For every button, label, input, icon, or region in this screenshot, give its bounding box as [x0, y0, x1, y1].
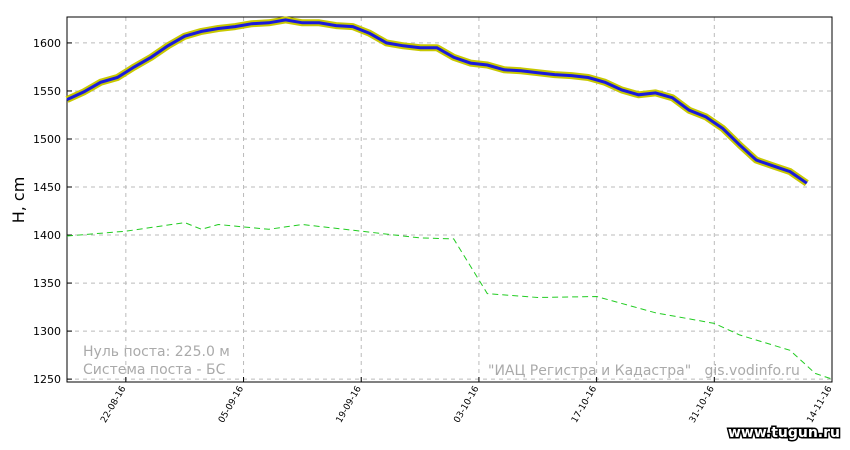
x-tick-label: 05-09-16	[217, 384, 246, 425]
annotation: "ИАЦ Регистра и Кадастра" gis.vodinfo.ru	[488, 363, 800, 379]
y-axis-label: H, cm	[9, 177, 28, 224]
x-tick-label: 14-11-16	[806, 384, 835, 425]
y-tick-label: 1550	[33, 85, 61, 98]
y-tick-label: 1350	[33, 277, 61, 290]
x-tick-label: 03-10-16	[452, 384, 481, 425]
y-tick-label: 1250	[33, 373, 61, 386]
y-tick-label: 1400	[33, 229, 61, 242]
line-outline	[65, 16, 809, 187]
y-tick-label: 1600	[33, 37, 61, 50]
x-tick-label: 22-08-16	[99, 384, 128, 425]
line	[66, 222, 833, 380]
annotation: Нуль поста: 225.0 м	[83, 344, 230, 360]
watermark: www.tugun.ru	[728, 425, 840, 441]
annotation: Система поста - БС	[83, 362, 226, 378]
y-tick-label: 1300	[33, 325, 61, 338]
x-tick-label: 17-10-16	[570, 384, 599, 425]
y-tick-label: 1500	[33, 133, 61, 146]
x-tick-label: 19-09-16	[335, 384, 364, 425]
x-tick-label: 31-10-16	[688, 384, 717, 425]
line	[66, 18, 808, 185]
plot-frame	[66, 16, 833, 383]
y-tick-label: 1450	[33, 181, 61, 194]
